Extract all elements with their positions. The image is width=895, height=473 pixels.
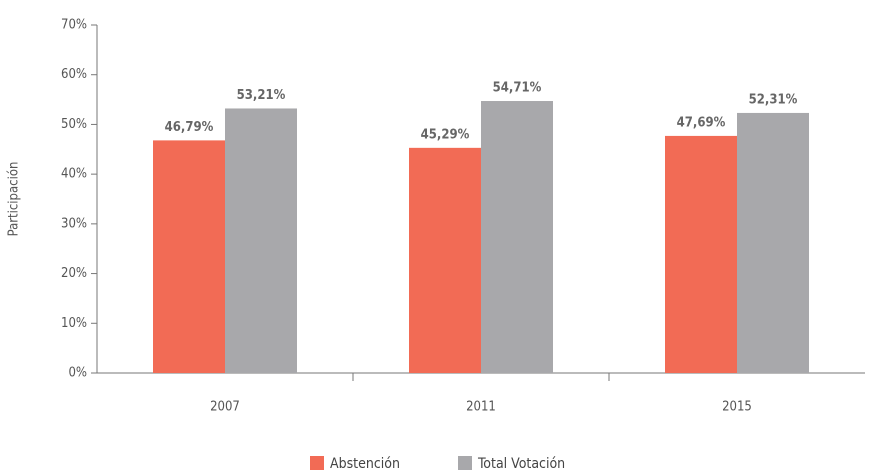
legend-swatch	[310, 456, 324, 470]
bar	[409, 147, 481, 373]
bar	[665, 135, 737, 373]
y-tick-label: 40%	[61, 167, 87, 182]
value-label: 47,69%	[677, 115, 726, 130]
value-label: 54,71%	[493, 81, 542, 96]
value-label: 46,79%	[165, 120, 214, 135]
bar	[225, 108, 297, 374]
y-tick-label: 70%	[61, 18, 87, 33]
y-tick-label: 20%	[61, 266, 87, 281]
y-tick-label: 10%	[61, 316, 87, 331]
value-label: 53,21%	[237, 88, 286, 103]
bar	[153, 140, 225, 373]
y-tick-label: 60%	[61, 67, 87, 82]
legend-swatch	[458, 456, 472, 470]
x-tick-label: 2015	[722, 400, 752, 415]
legend-label: Abstención	[330, 456, 400, 472]
value-label: 45,29%	[421, 127, 470, 142]
bar	[481, 101, 553, 373]
bar	[737, 112, 809, 373]
legend-label: Total Votación	[477, 456, 565, 472]
y-tick-label: 0%	[68, 366, 87, 381]
value-label: 52,31%	[749, 92, 798, 107]
x-tick-label: 2007	[210, 400, 240, 415]
x-tick-label: 2011	[466, 400, 496, 415]
y-axis-label: Participación	[7, 162, 22, 237]
y-tick-label: 50%	[61, 117, 87, 132]
y-tick-label: 30%	[61, 216, 87, 231]
